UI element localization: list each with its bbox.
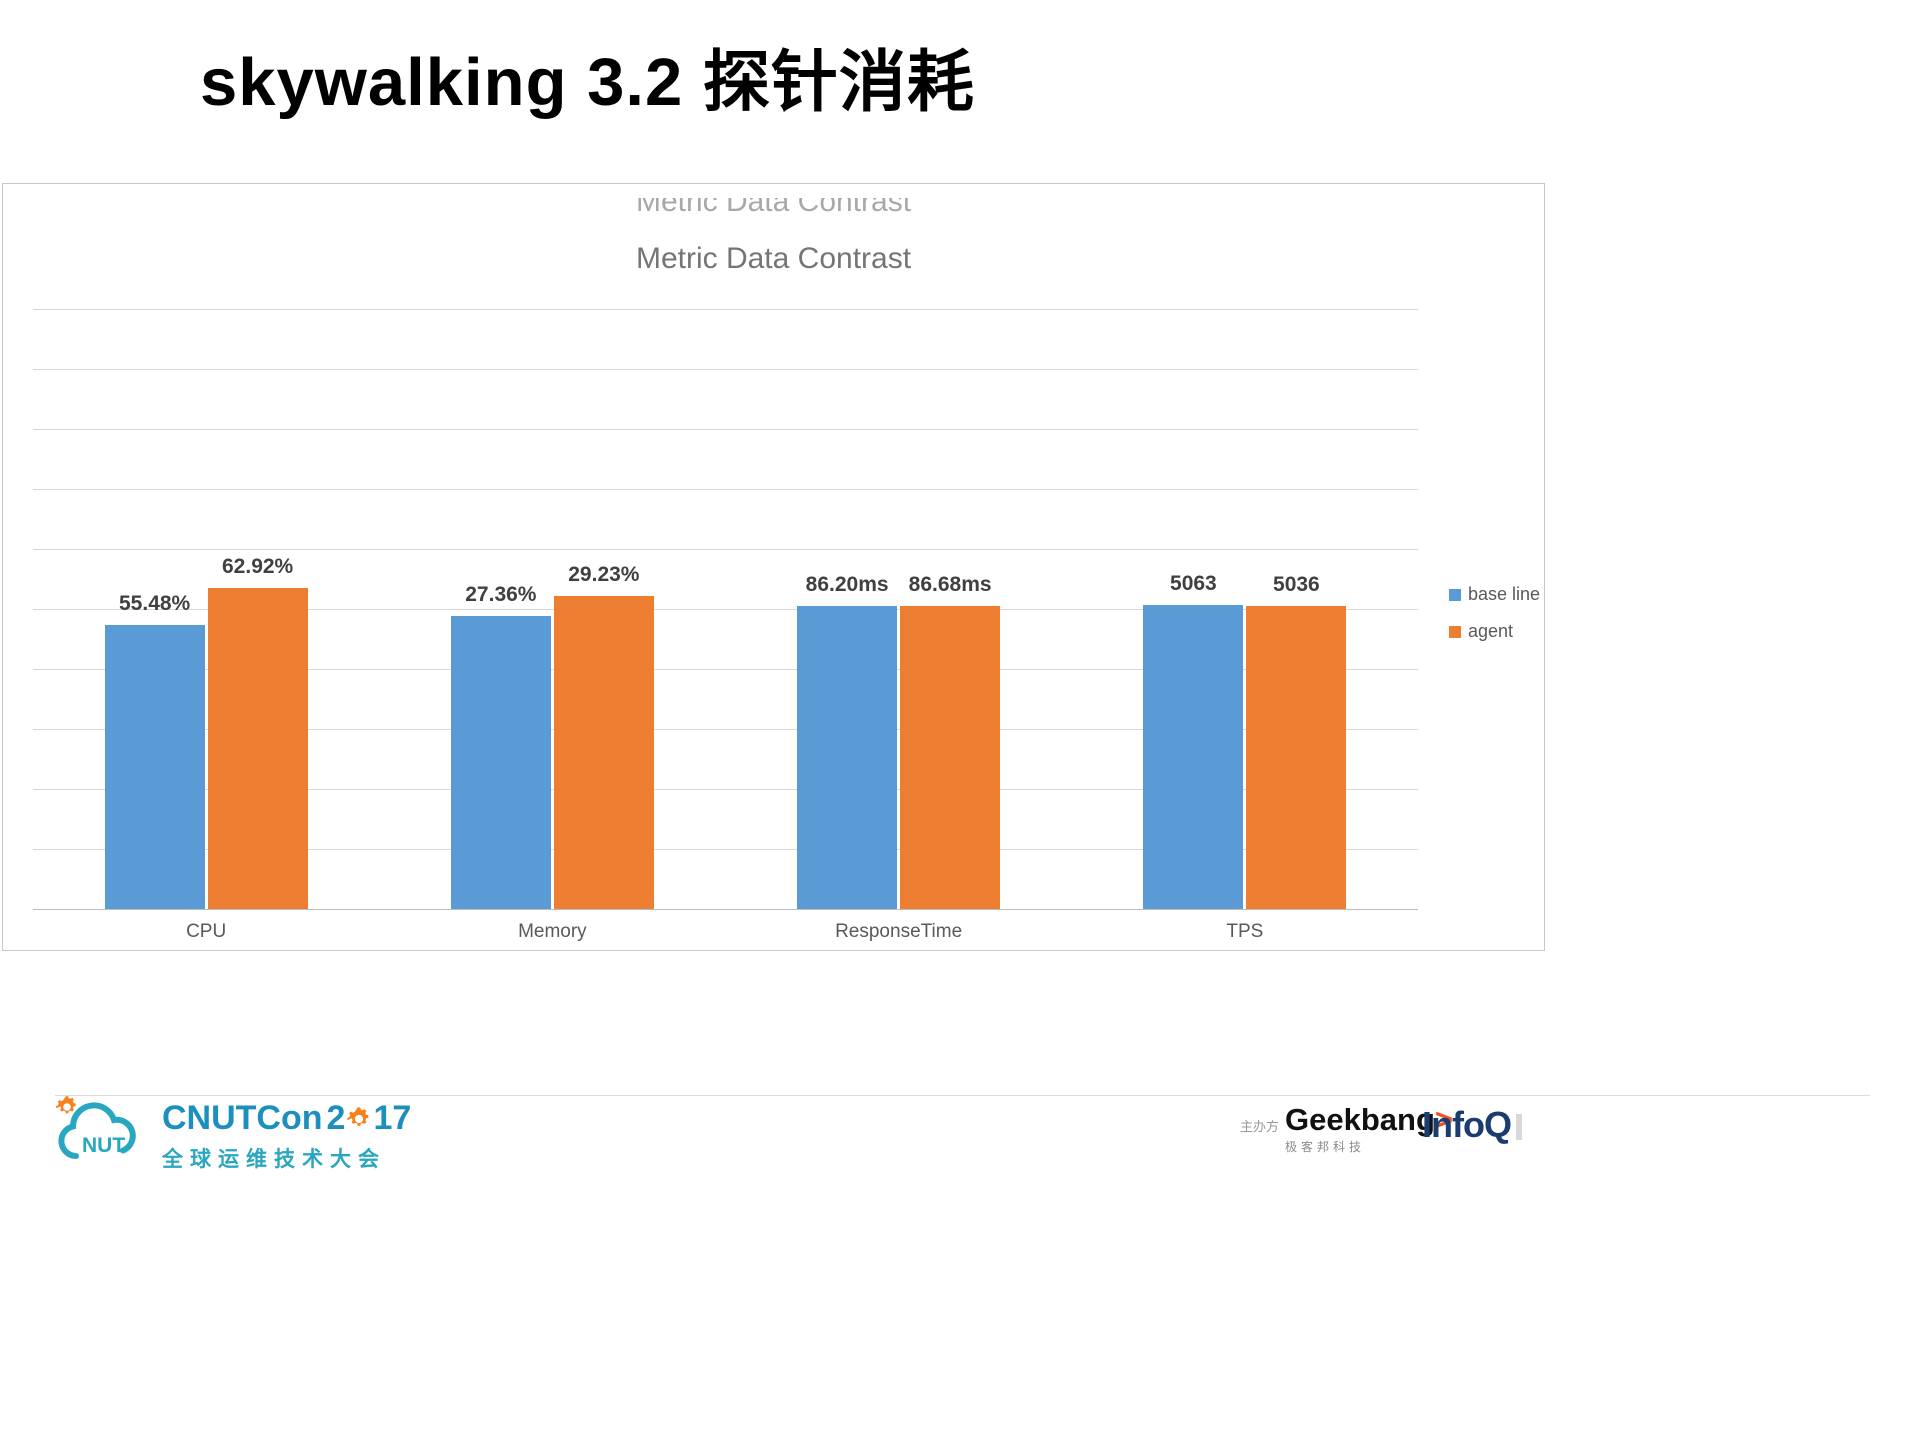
gear-icon — [56, 1096, 76, 1114]
cnutcon-wordmark: CNUTCon 2 17 — [162, 1099, 412, 1137]
legend-label: base line — [1468, 584, 1541, 604]
infoq-mark-icon — [1515, 1114, 1522, 1141]
plot-area: 55.48% 62.92% 27.36% 29.23% 86.20ms 86.68ms 50… — [33, 309, 1418, 910]
bar-base-line-tps: 5063 — [1143, 572, 1244, 909]
cnutcon-logo: NUT CNUTCon 2 17 全球运维技术大会 — [52, 1096, 411, 1173]
ghost-chart-title: Metric Data Contrast — [635, 198, 912, 218]
bar-agent-responsetime: 86.68ms — [900, 573, 1001, 909]
gear-zero-icon — [347, 1107, 369, 1126]
bar-group-responsetime: 86.20ms 86.68ms — [726, 309, 1072, 909]
geekbang-subtext: 极客邦科技 — [1285, 1140, 1366, 1154]
category-label-tps: TPS — [1226, 921, 1264, 942]
gridline — [33, 429, 1418, 430]
bar-value-label: 86.20ms — [805, 573, 889, 596]
gridline — [33, 789, 1418, 790]
svg-text:NUT: NUT — [82, 1134, 125, 1157]
gridline — [33, 609, 1418, 610]
bar-group-cpu: 55.48% 62.92% — [33, 309, 379, 909]
gridline — [33, 369, 1418, 370]
organizer-label: 主办方 — [1240, 1119, 1280, 1134]
bar-group-memory: 27.36% 29.23% — [379, 309, 725, 909]
bar-value-label: 29.23% — [568, 563, 640, 586]
gridline — [33, 729, 1418, 730]
legend-item-base-line: base line — [1449, 584, 1540, 605]
geekbang-logo: Geekbang> 极客邦科技 — [1285, 1104, 1453, 1155]
bar-value-label: 27.36% — [465, 583, 537, 606]
bar-agent-memory: 29.23% — [553, 563, 654, 909]
infoq-logo: InfoQ — [1422, 1104, 1522, 1146]
chart-legend: base line agent — [1449, 584, 1540, 642]
cnutcon-year: 2 17 — [326, 1099, 412, 1137]
bar-group-tps: 5063 5036 — [1072, 309, 1418, 909]
cnutcon-tagline: 全球运维技术大会 — [162, 1148, 386, 1172]
bar-groups: 55.48% 62.92% 27.36% 29.23% 86.20ms 86.68ms 50… — [33, 309, 1418, 909]
chart-title: Metric Data Contrast — [635, 242, 912, 275]
bar-agent-cpu: 62.92% — [207, 555, 308, 909]
slide-title: skywalking 3.2 探针消耗 — [200, 45, 975, 120]
bar-agent-tps: 5036 — [1246, 573, 1347, 909]
category-label-responsetime: ResponseTime — [835, 921, 963, 942]
footer-divider — [55, 1095, 1870, 1096]
geekbang-wordmark: Geekbang> — [1285, 1102, 1454, 1137]
gridline — [33, 849, 1418, 850]
category-label-memory: Memory — [518, 921, 587, 942]
cnutcon-wordmark-block: CNUTCon 2 17 全球运维技术大会 — [162, 1096, 411, 1173]
geekbang-arrow-icon: > — [1434, 1102, 1454, 1137]
bar-value-label: 5063 — [1170, 572, 1217, 595]
gridline — [33, 549, 1418, 550]
cnutcon-cloud-logo: NUT — [52, 1096, 148, 1168]
chart-panel: Metric Data Contrast Metric Data Contras… — [2, 183, 1545, 951]
bar-value-label: 5036 — [1273, 573, 1320, 596]
bar-value-label: 86.68ms — [908, 573, 992, 596]
legend-label: agent — [1468, 621, 1514, 641]
legend-item-agent: agent — [1449, 621, 1540, 642]
bar-value-label: 62.92% — [222, 555, 294, 578]
legend-swatch-icon — [1449, 625, 1461, 638]
category-axis: CPU Memory ResponseTime TPS — [33, 921, 1418, 943]
bar-base-line-memory: 27.36% — [450, 583, 551, 909]
gridline — [33, 669, 1418, 670]
cnutcon-brand: CNUTCon — [162, 1099, 323, 1137]
gridline — [33, 309, 1418, 310]
x-axis-line — [33, 909, 1418, 910]
bar-value-label: 55.48% — [119, 592, 191, 615]
legend-swatch-icon — [1449, 588, 1461, 601]
gridline — [33, 489, 1418, 490]
bar-base-line-cpu: 55.48% — [104, 592, 205, 909]
category-label-cpu: CPU — [186, 921, 227, 942]
cloud-icon: NUT — [58, 1102, 136, 1159]
bar-base-line-responsetime: 86.20ms — [797, 573, 898, 909]
